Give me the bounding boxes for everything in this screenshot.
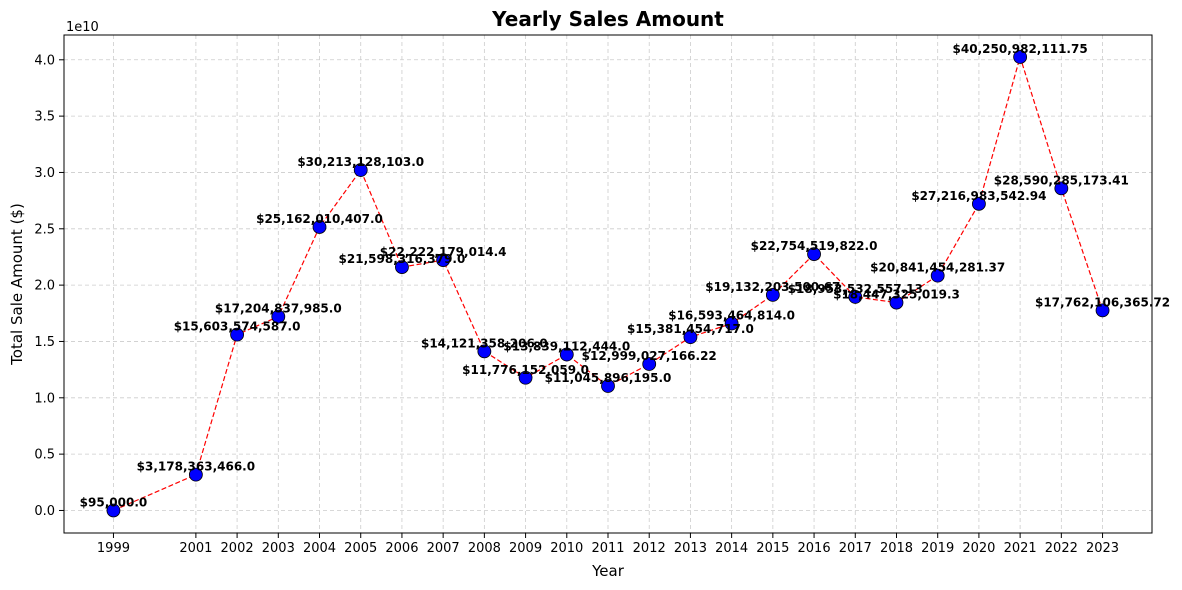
- data-label: $40,250,982,111.75: [953, 42, 1088, 56]
- data-label: $22,754,519,822.0: [751, 239, 878, 253]
- y-tick-label: 2.0: [34, 279, 55, 294]
- data-point: [1054, 181, 1069, 196]
- data-label: $16,593,464,814.0: [668, 309, 795, 323]
- data-label: $20,841,454,281.37: [870, 261, 1005, 275]
- data-labels: $95,000.0 $3,178,363,466.0 $15,603,574,587…: [80, 42, 1170, 510]
- data-point: [395, 260, 409, 275]
- data-label: $17,204,837,985.0: [215, 302, 342, 316]
- x-tick-label: 2007: [427, 541, 460, 556]
- x-tick-label: 2018: [880, 541, 913, 556]
- chart-title: Yearly Sales Amount: [491, 7, 724, 31]
- x-tick-label: 2021: [1004, 541, 1037, 556]
- data-point: [1013, 50, 1028, 64]
- data-label: $15,381,454,717.0: [627, 322, 754, 336]
- data-point: [559, 347, 574, 362]
- data-point: [807, 247, 821, 261]
- x-tick-label: 2016: [798, 541, 831, 556]
- x-tick-label: 2004: [303, 541, 336, 556]
- series-sales: [106, 50, 1110, 518]
- y-axis-offset-label: 1e10: [66, 20, 99, 35]
- data-label: $12,999,027,166.22: [582, 349, 717, 363]
- data-label: $28,590,285,173.41: [994, 173, 1129, 187]
- x-tick-label: 1999: [97, 541, 130, 556]
- axes: 1999 2001 2002 2003 2004 2005 2006 2007 2008 2009…: [34, 34, 1153, 556]
- data-point: [106, 503, 121, 518]
- x-tick-label: 2017: [839, 541, 872, 556]
- data-label: $22,222,179,014.4: [380, 245, 507, 259]
- x-tick-label: 2003: [262, 541, 295, 556]
- data-point: [477, 344, 492, 359]
- data-label: $21,598,316,379.0: [339, 252, 466, 266]
- x-tick-label: 2023: [1086, 541, 1119, 556]
- x-tick-label: 2020: [962, 541, 995, 556]
- data-label: $27,216,983,542.94: [911, 189, 1046, 203]
- data-point: [848, 290, 863, 304]
- x-axis-title: Year: [591, 562, 625, 580]
- data-label: $19,132,203,500.67: [705, 280, 840, 294]
- series-line: [113, 54, 1104, 512]
- data-label: $15,603,574,587.0: [174, 320, 301, 334]
- data-label: $25,162,010,407.0: [256, 212, 383, 226]
- data-label: $18,953,532,557.13: [788, 282, 923, 296]
- grid: [64, 35, 1152, 533]
- data-point: [765, 288, 780, 302]
- data-point: [436, 253, 451, 267]
- data-point: [683, 330, 698, 345]
- y-tick-label: 4.0: [34, 53, 55, 68]
- x-tick-label: 2019: [921, 541, 954, 556]
- x-tick-label: 2005: [344, 541, 377, 556]
- data-point: [724, 316, 739, 331]
- y-tick-label: 1.5: [34, 335, 55, 350]
- data-label: $13,839,112,444.0: [503, 340, 630, 354]
- data-point: [353, 163, 368, 177]
- data-label: $18,447,325,019.3: [833, 288, 960, 302]
- data-point: [972, 196, 986, 211]
- data-label: $14,121,358,206.0: [421, 336, 548, 350]
- x-tick-label: 2013: [674, 541, 707, 556]
- data-label: $3,178,363,466.0: [137, 460, 255, 474]
- x-tick-label: 2001: [179, 541, 212, 556]
- x-tick-label: 2009: [509, 541, 542, 556]
- y-axis-title: Total Sale Amount ($): [8, 203, 26, 366]
- data-point: [188, 467, 203, 482]
- x-tick-label: 2012: [633, 541, 666, 556]
- data-point: [642, 357, 657, 371]
- x-tick-label: 2022: [1045, 541, 1078, 556]
- x-tick-label: 2015: [756, 541, 789, 556]
- x-tick-label: 2010: [550, 541, 583, 556]
- data-label: $95,000.0: [80, 495, 148, 509]
- data-point: [601, 379, 615, 393]
- data-label: $17,762,106,365.72: [1035, 295, 1170, 309]
- x-tick-label: 2014: [715, 541, 748, 556]
- data-point: [312, 220, 327, 234]
- plot-frame: [63, 34, 1153, 534]
- y-tick-label: 2.5: [34, 222, 55, 237]
- x-tick-label: 2008: [468, 541, 501, 556]
- y-tick-label: 1.0: [34, 391, 55, 406]
- data-point: [230, 327, 244, 342]
- data-label: $11,776,152,059.0: [462, 363, 589, 377]
- data-point: [518, 370, 533, 385]
- data-point: [889, 295, 904, 310]
- data-point: [930, 268, 945, 283]
- data-point: [271, 309, 286, 324]
- y-tick-label: 0.5: [34, 448, 55, 463]
- y-tick-label: 3.0: [34, 166, 55, 181]
- x-tick-label: 2011: [591, 541, 624, 556]
- y-tick-label: 0.0: [34, 504, 55, 519]
- y-tick-label: 3.5: [34, 110, 55, 125]
- x-tick-label: 2006: [385, 541, 418, 556]
- data-label: $30,213,128,103.0: [297, 155, 424, 169]
- data-point: [1095, 303, 1110, 318]
- data-label: $11,045,896,195.0: [545, 371, 672, 385]
- x-tick-label: 2002: [221, 541, 254, 556]
